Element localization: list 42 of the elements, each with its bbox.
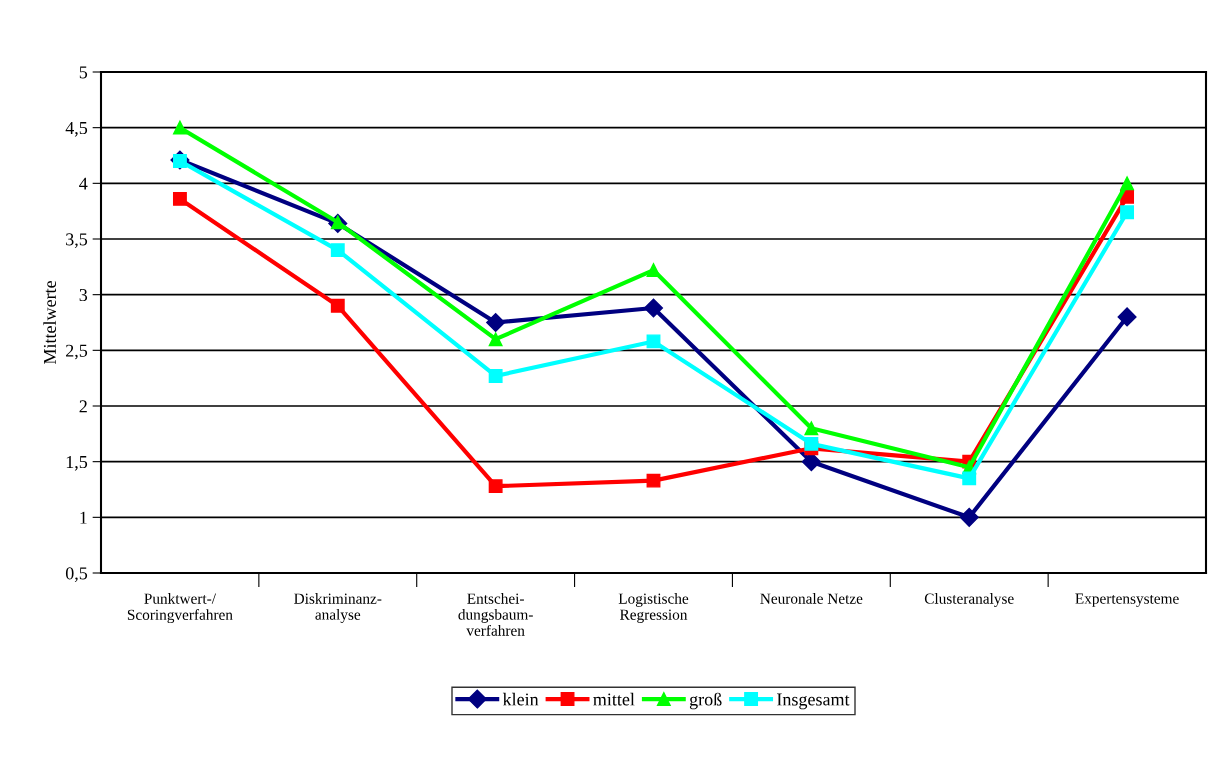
point	[804, 421, 819, 436]
point	[486, 312, 506, 333]
point	[330, 243, 345, 258]
point	[488, 368, 503, 383]
y-tick-label: 0,5	[65, 567, 88, 583]
x-tick-label: Neuronale Netze	[760, 593, 863, 604]
point	[1120, 205, 1135, 220]
y-tick-label: 4	[79, 177, 88, 190]
y-tick-label: 1	[80, 511, 87, 524]
point	[488, 479, 503, 494]
point	[1117, 307, 1137, 327]
legend-label: groß	[689, 692, 722, 710]
x-tick-label: Diskriminanz- analyse	[294, 593, 382, 623]
point	[488, 332, 503, 347]
point	[646, 473, 661, 488]
x-tick-label: Expertensysteme	[1075, 593, 1179, 607]
legend-label: mittel	[593, 692, 635, 706]
legend-label: klein	[502, 692, 539, 706]
point	[646, 334, 661, 349]
y-tick-label: 3	[79, 288, 88, 302]
point	[801, 452, 821, 472]
point	[1120, 176, 1135, 191]
y-tick-label: 2	[79, 400, 87, 413]
point	[643, 298, 664, 318]
point	[172, 191, 187, 206]
y-tick-label: 5	[79, 66, 88, 79]
x-tick-label: Logistische Regression	[618, 593, 689, 623]
point	[172, 120, 187, 135]
y-tick-label: 2,5	[66, 344, 88, 360]
legend-label: Insgesamt	[777, 693, 850, 710]
x-tick-label: Entschei- dungsbaum- verfahren	[458, 593, 533, 636]
point	[804, 436, 819, 451]
x-tick-label: Punktwert-/ Scoringverfahren	[127, 593, 233, 624]
point	[962, 471, 977, 486]
point	[330, 298, 345, 313]
point	[646, 263, 661, 278]
y-tick-label: 1,5	[66, 456, 88, 471]
x-tick-label: Clusteranalyse	[924, 593, 1014, 607]
y-tick-label: 4,5	[65, 122, 88, 137]
y-axis-title: Mittelwerte	[43, 281, 57, 365]
y-tick-label: 3,5	[66, 233, 88, 249]
point	[959, 507, 979, 527]
